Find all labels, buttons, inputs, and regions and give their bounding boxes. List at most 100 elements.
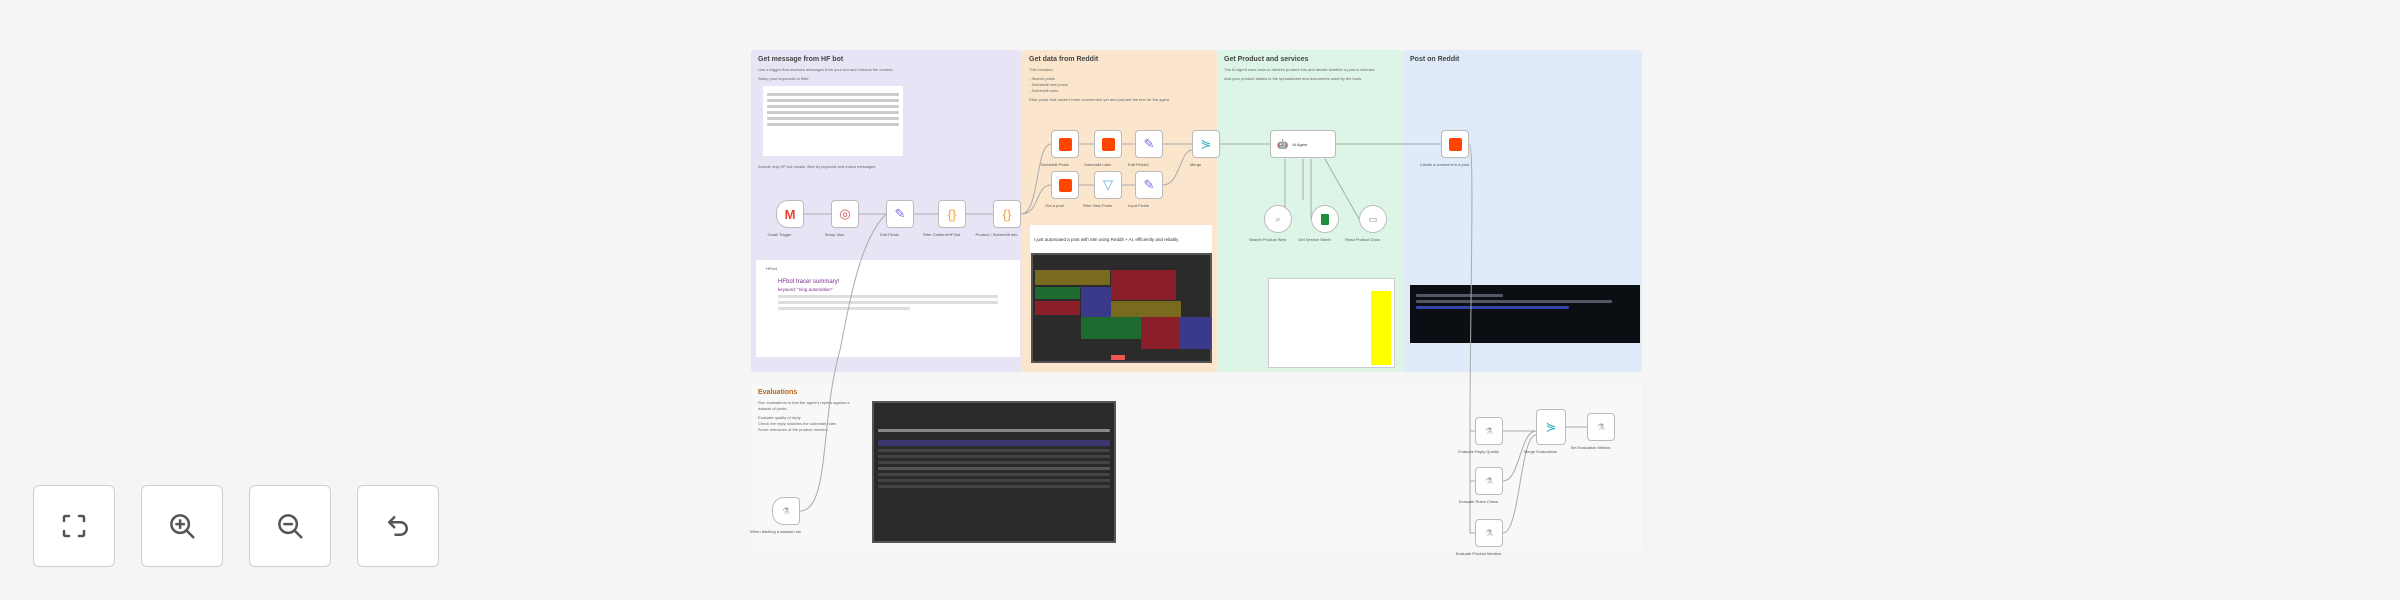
node-label: Evaluate Product Mention: [1455, 551, 1502, 556]
node-label: When fetching a dataset row: [750, 529, 801, 534]
edit-fields-node[interactable]: ✎ Edit Fields: [880, 200, 914, 237]
note-list-item: Check the reply matches the subreddit ru…: [758, 421, 837, 426]
note-list-item: Evaluate quality of reply: [758, 415, 801, 420]
tweet-title: I just automated a post with n8n using R…: [1034, 237, 1179, 242]
reddit-icon: [1058, 137, 1072, 151]
robot-icon: 🤖: [1277, 138, 1289, 149]
evaluation-results-screenshot: [872, 401, 1116, 543]
node-label: Setup Vars: [824, 232, 845, 237]
google-sheets-icon: [1321, 213, 1329, 225]
tweet-preview: I just automated a post with n8n using R…: [1030, 225, 1212, 253]
merge-node[interactable]: ⋟ Merge: [1190, 130, 1220, 167]
undo-icon: [388, 516, 408, 536]
node-label: AI Agent: [1292, 141, 1308, 147]
input-fields-node[interactable]: ✎ Input Fields: [1128, 171, 1163, 208]
zoom-out-button[interactable]: [249, 485, 331, 567]
gmail-trigger-node[interactable]: M Gmail Trigger: [767, 200, 804, 237]
note-text: Filter posts that haven't been commented…: [1029, 97, 1170, 102]
node-label: Filter New Posts: [1082, 203, 1113, 208]
node-label: Search Product Web: [1249, 237, 1286, 242]
pencil-icon: ✎: [1143, 177, 1155, 192]
note-text: Include only HF bot emails, filter by ke…: [758, 164, 876, 169]
note-list-item: Score relevance of the product mention: [758, 427, 828, 432]
reset-zoom-button[interactable]: [357, 485, 439, 567]
spreadsheet-screenshot: [1268, 278, 1395, 368]
gmail-icon: M: [784, 206, 796, 222]
filter-new-node[interactable]: ▽ Filter New Posts: [1083, 171, 1122, 208]
merge-icon: ⋟: [1200, 136, 1212, 151]
reddit-comment-screenshot: [1410, 285, 1640, 343]
reddit-icon: [1448, 137, 1462, 151]
note-list-item: - Subreddit rules: [1029, 88, 1059, 93]
product-info-node[interactable]: {} Product / Subreddit Info: [975, 200, 1021, 237]
node-label: Product / Subreddit Info: [975, 232, 1018, 237]
fullscreen-icon: [62, 514, 86, 538]
note-text: The AI Agent uses tools to retrieve prod…: [1224, 67, 1376, 72]
note-title: Evaluations: [758, 389, 798, 396]
email-sender: HFbot: [766, 266, 777, 271]
note-title: Get Product and services: [1224, 56, 1309, 63]
node-label: Evaluate Reply Quality: [1458, 449, 1499, 454]
code-icon: {}: [947, 206, 957, 222]
node-label: Set Evaluation Metrics: [1570, 445, 1611, 450]
keyboard-screenshot: [1031, 253, 1212, 363]
note-text: Run evaluations to test the agent's repl…: [758, 400, 850, 411]
subreddit-posts-node[interactable]: Subreddit Posts: [1040, 130, 1079, 167]
node-label: Input Fields: [1128, 203, 1149, 208]
zoom-in-button[interactable]: [141, 485, 223, 567]
docs-tool-node[interactable]: ▭ Read Product Docs: [1345, 205, 1387, 242]
note-list-item: - Subreddit new posts: [1029, 82, 1068, 87]
note-title: Get data from Reddit: [1029, 56, 1099, 63]
target-icon: ◎: [839, 206, 851, 221]
reddit-icon: [1101, 137, 1115, 151]
ai-agent-node[interactable]: 🤖 AI Agent: [1270, 130, 1336, 158]
evaluation-trigger-node[interactable]: ⚗ When fetching a dataset row: [750, 497, 801, 534]
note-list-item: - Search posts: [1029, 76, 1055, 81]
node-label: Edit Fields1: [1128, 162, 1149, 167]
merge-evaluations-node[interactable]: ⋟ Merge Evaluations: [1524, 409, 1566, 454]
evaluate-reply-node[interactable]: ⚗ Evaluate Reply Quality: [1458, 417, 1503, 454]
pencil-icon: ✎: [894, 206, 906, 221]
email-title: HFbot tracer summary!: [778, 279, 840, 285]
email-keyword: keyword: "ning automation": [778, 287, 833, 292]
filter-node[interactable]: {} Filter Content/HF Bot: [923, 200, 966, 237]
zoom-out-icon: [278, 514, 303, 539]
search-tool-node[interactable]: ⌕ Search Product Web: [1249, 205, 1292, 242]
get-post-node[interactable]: Get a post: [1045, 171, 1079, 208]
zoom-in-icon: [170, 514, 195, 539]
merge-icon: ⋟: [1545, 419, 1557, 434]
email-preview: HFbot HFbot tracer summary! keyword: "ni…: [756, 260, 1020, 357]
reddit-icon: [1058, 178, 1072, 192]
node-label: Edit Fields: [880, 232, 899, 237]
node-label: Evaluate Rules Check: [1458, 499, 1499, 504]
evaluate-product-node[interactable]: ⚗ Evaluate Product Mention: [1456, 519, 1503, 556]
node-label: Gmail Trigger: [767, 232, 792, 237]
flask-icon: ⚗: [1484, 425, 1494, 436]
reddit-comment-node[interactable]: Create a comment in a post: [1420, 130, 1469, 167]
note-text: Use a trigger that receives messages fro…: [758, 67, 894, 72]
flask-icon: ⚗: [781, 505, 791, 516]
node-label: Subreddit rules: [1084, 162, 1111, 167]
subreddit-rules-node[interactable]: Subreddit rules: [1084, 130, 1122, 167]
node-label: Create a comment in a post: [1419, 162, 1470, 167]
filter-icon: ▽: [1103, 177, 1113, 192]
setup-vars-node[interactable]: ◎ Setup Vars: [825, 200, 859, 237]
flask-icon: ⚗: [1484, 475, 1494, 486]
node-label: Get Service Sheet: [1298, 237, 1331, 242]
set-metrics-node[interactable]: ⚗ Set Evaluation Metrics: [1571, 413, 1615, 450]
edit-fields1-node[interactable]: ✎ Edit Fields1: [1128, 130, 1163, 167]
flask-icon: ⚗: [1484, 527, 1494, 538]
pencil-icon: ✎: [1143, 136, 1155, 151]
note-text: Add your product details in the spreadsh…: [1224, 76, 1363, 81]
fit-view-button[interactable]: [33, 485, 115, 567]
evaluate-rules-node[interactable]: ⚗ Evaluate Rules Check: [1459, 467, 1503, 504]
note-text: This includes:: [1029, 67, 1054, 72]
node-label: Merge: [1189, 162, 1202, 167]
node-label: Subreddit Posts: [1040, 162, 1069, 167]
keyword-table: [763, 86, 903, 156]
search-icon: ⌕: [1275, 213, 1281, 224]
node-label: Get a post: [1045, 203, 1064, 208]
flask-icon: ⚗: [1596, 421, 1606, 432]
sheets-tool-node[interactable]: Get Service Sheet: [1298, 205, 1339, 242]
